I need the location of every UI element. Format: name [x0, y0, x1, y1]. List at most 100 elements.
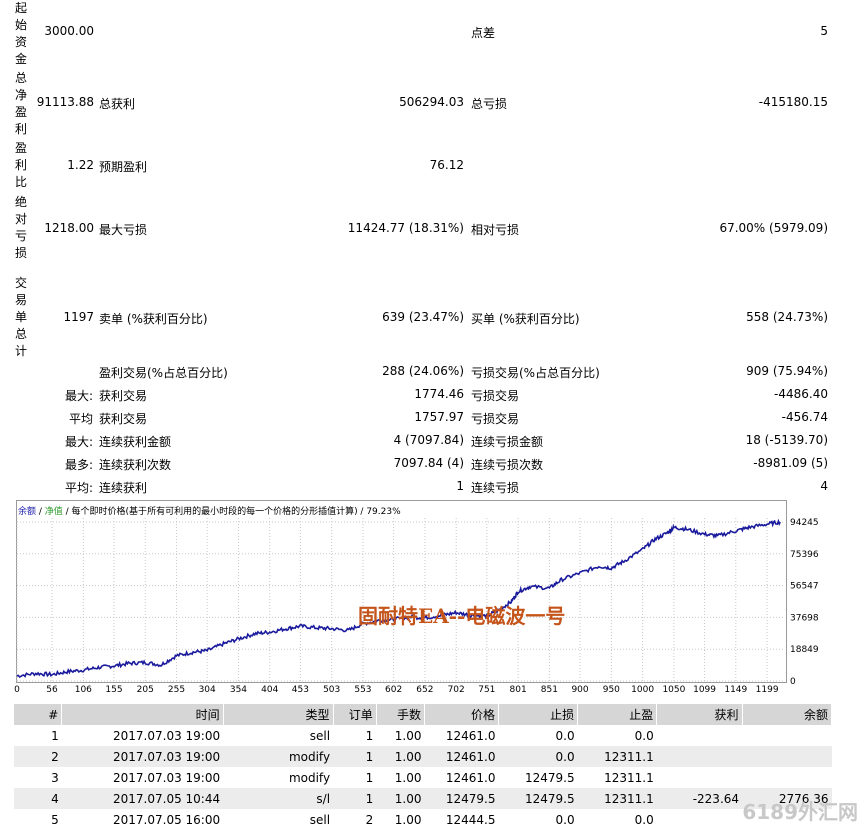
table-cell: 1.00 [394, 770, 422, 785]
table-cell: 0.0 [634, 812, 654, 827]
table-row[interactable]: 3 2017.07.03 19:00 modify 1 1.00 12461.0 12479… [14, 767, 832, 788]
table-cell: 3 [51, 770, 59, 785]
col-order[interactable]: 订单 [333, 704, 377, 725]
legend-description: / 每个即时价格(基于所有可利用的最小时段的每一个价格的分形插值计算) / 79… [62, 507, 401, 517]
max-consec-loss-amt-label: 连续亏损金额 [471, 435, 544, 449]
x-tick-label: 553 [354, 685, 371, 695]
net-profit-label: 总净盈利 [14, 71, 27, 136]
table-row[interactable]: 1 2017.07.03 19:00 sell 1 1.00 12461.0 0.0 0.0 [14, 725, 832, 746]
table-cell: 0.0 [634, 728, 654, 743]
table-cell: 4 [14, 788, 62, 809]
table-cell: 1 [365, 728, 374, 743]
gross-loss-value: -415180.15 [758, 95, 828, 109]
x-tick-label: 1199 [756, 685, 779, 695]
spread-label: 点差 [471, 26, 496, 40]
x-tick-label: 0 [14, 685, 20, 695]
gross-loss-label: 总亏损 [471, 97, 508, 111]
max-consec-wins-amt-value: 4 (7097.84) [393, 433, 464, 447]
x-tick-label: 404 [261, 685, 278, 695]
orders-table: # 时间 类型 订单 手数 价格 止损 止盈 获利 余额 1 2017.07.03… [14, 704, 833, 830]
max-consec-wins-amt-label: 连续获利金额 [99, 435, 172, 449]
x-tick-label: 106 [75, 685, 92, 695]
x-tick-label: 304 [199, 685, 216, 695]
row-avg-prefix: 平均 [68, 412, 93, 426]
max-drawdown-value: 11424.77 (18.31%) [347, 221, 464, 235]
avg-loss-label: 亏损交易 [471, 412, 520, 426]
x-tick-label: 354 [230, 685, 247, 695]
x-tick-label: 602 [385, 685, 402, 695]
largest-loss-value: -4486.40 [774, 387, 828, 401]
table-cell: 12461.0 [424, 746, 499, 767]
total-trades-value: 1197 [63, 310, 94, 324]
table-cell: 1 [333, 788, 377, 809]
loss-trades-value: 909 (75.94%) [746, 364, 828, 378]
most-consec-wins-value: 7097.84 (4) [393, 456, 464, 470]
max-drawdown-label: 最大亏损 [99, 223, 148, 237]
x-tick-label: 503 [323, 685, 340, 695]
table-cell: 2017.07.03 19:00 [113, 770, 221, 785]
balance-chart [16, 500, 787, 683]
table-cell: 12311.1 [577, 746, 657, 767]
table-cell: sell [309, 812, 331, 827]
table-cell: modify [223, 746, 334, 767]
table-cell: 1.00 [376, 788, 425, 809]
max-consec-loss-amt-value: 18 (-5139.70) [745, 433, 828, 447]
x-tick-label: 851 [541, 685, 558, 695]
col-lots[interactable]: 手数 [376, 704, 426, 725]
x-tick-label: 1149 [724, 685, 747, 695]
strategy-watermark: 固耐特EA--电磁波一号 [358, 604, 566, 628]
abs-drawdown-label: 绝对亏损 [14, 195, 27, 260]
spread-value: 5 [820, 24, 828, 38]
rel-drawdown-label: 相对亏损 [471, 223, 520, 237]
col-balance[interactable]: 余额 [742, 704, 833, 725]
table-cell: 0.0 [498, 746, 578, 767]
row-max1-prefix: 最大: [64, 389, 93, 403]
x-tick-label: 453 [292, 685, 309, 695]
table-cell: 1.00 [376, 746, 425, 767]
col-tp[interactable]: 止盈 [577, 704, 658, 725]
gross-profit-value: 506294.03 [399, 95, 464, 109]
y-tick-label: 75396 [790, 550, 819, 560]
legend-balance: 余额 [18, 507, 37, 517]
profit-trades-label: 盈利交易(%占总百分比) [99, 366, 228, 380]
initial-deposit-label: 起始资金 [14, 1, 27, 66]
table-cell: 2017.07.03 19:00 [113, 728, 221, 743]
col-index[interactable]: # [14, 704, 63, 725]
col-price[interactable]: 价格 [424, 704, 499, 725]
table-cell [657, 767, 742, 788]
long-trades-label: 买单 (%获利百分比) [471, 312, 580, 326]
table-cell: 0.0 [555, 812, 575, 827]
abs-drawdown-value: 1218.00 [44, 221, 94, 235]
table-row[interactable]: 2 2017.07.03 19:00 modify 1 1.00 12461.0 0.0 12… [14, 746, 832, 767]
table-cell: 0.0 [555, 728, 575, 743]
table-cell: 1 [51, 728, 59, 743]
col-sl[interactable]: 止损 [498, 704, 579, 725]
col-type[interactable]: 类型 [223, 704, 334, 725]
x-tick-label: 652 [416, 685, 433, 695]
expected-payoff-value: 76.12 [429, 158, 464, 172]
col-time[interactable]: 时间 [61, 704, 224, 725]
row-most-prefix: 最多: [64, 458, 93, 472]
x-tick-label: 155 [105, 685, 122, 695]
x-tick-label: 1099 [693, 685, 716, 695]
profit-factor-value: 1.22 [67, 158, 94, 172]
x-tick-label: 751 [478, 685, 495, 695]
x-tick-label: 900 [571, 685, 588, 695]
col-profit[interactable]: 获利 [656, 704, 743, 725]
chart-legend: 余额 / 净值 / 每个即时价格(基于所有可利用的最小时段的每一个价格的分形插值… [18, 504, 401, 517]
long-trades-value: 558 (24.73%) [746, 310, 828, 324]
largest-loss-label: 亏损交易 [471, 389, 520, 403]
table-row[interactable]: 4 2017.07.05 10:44 s/l 1 1.00 12479.5 12479.5 1… [14, 788, 832, 809]
table-cell: sell [309, 728, 331, 743]
table-row[interactable]: 5 2017.07.05 16:00 sell 2 1.00 12444.5 0.0 0.0 [14, 809, 832, 830]
x-tick-label: 950 [603, 685, 620, 695]
x-tick-label: 56 [46, 685, 58, 695]
loss-trades-label: 亏损交易(%占总百分比) [471, 366, 600, 380]
most-consec-loss-label: 连续亏损次数 [471, 458, 544, 472]
table-cell: -223.64 [656, 788, 743, 809]
table-cell: 2017.07.05 10:44 [61, 788, 224, 809]
table-cell: 1.00 [394, 728, 422, 743]
table-cell: 2 [14, 746, 62, 767]
avg-profit-label: 获利交易 [99, 412, 148, 426]
table-cell [657, 809, 742, 830]
